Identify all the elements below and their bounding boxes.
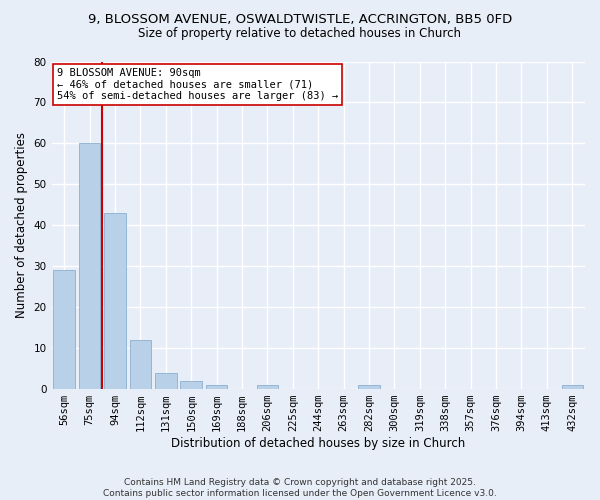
Text: 9, BLOSSOM AVENUE, OSWALDTWISTLE, ACCRINGTON, BB5 0FD: 9, BLOSSOM AVENUE, OSWALDTWISTLE, ACCRIN… bbox=[88, 12, 512, 26]
Bar bbox=[562, 385, 583, 389]
Text: 9 BLOSSOM AVENUE: 90sqm
← 46% of detached houses are smaller (71)
54% of semi-de: 9 BLOSSOM AVENUE: 90sqm ← 46% of detache… bbox=[57, 68, 338, 102]
Bar bbox=[155, 372, 176, 389]
Bar bbox=[130, 340, 151, 389]
Text: Size of property relative to detached houses in Church: Size of property relative to detached ho… bbox=[139, 28, 461, 40]
Bar bbox=[181, 381, 202, 389]
Text: Contains HM Land Registry data © Crown copyright and database right 2025.
Contai: Contains HM Land Registry data © Crown c… bbox=[103, 478, 497, 498]
Bar bbox=[206, 385, 227, 389]
Bar bbox=[257, 385, 278, 389]
Bar bbox=[358, 385, 380, 389]
Bar bbox=[104, 213, 126, 389]
Y-axis label: Number of detached properties: Number of detached properties bbox=[15, 132, 28, 318]
Bar bbox=[79, 144, 100, 389]
X-axis label: Distribution of detached houses by size in Church: Distribution of detached houses by size … bbox=[171, 437, 466, 450]
Bar bbox=[53, 270, 75, 389]
